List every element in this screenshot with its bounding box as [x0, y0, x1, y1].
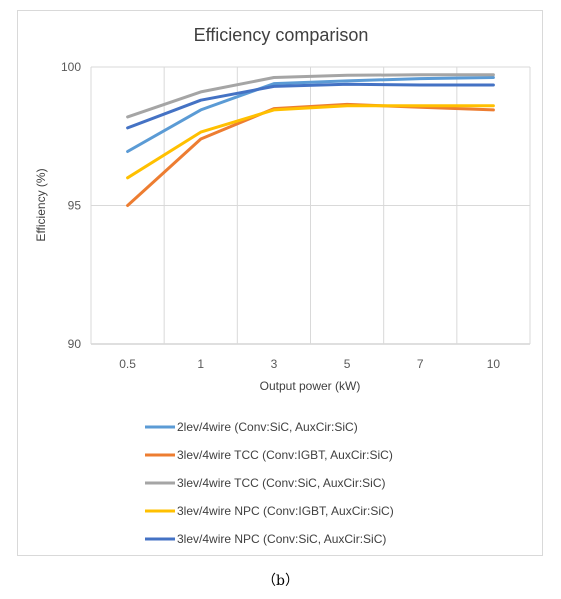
- x-axis-label: Output power (kW): [260, 379, 361, 393]
- series-line-3: [126, 73, 495, 119]
- y-tick-label: 100: [61, 60, 81, 74]
- chart-title: Efficiency comparison: [194, 25, 369, 45]
- x-tick-label: 1: [197, 357, 204, 371]
- series-line-1: [126, 76, 495, 153]
- legend-label: 2lev/4wire (Conv:SiC, AuxCir:SiC): [177, 420, 358, 434]
- grid-layer: [90, 66, 531, 345]
- figure-caption: （b）: [262, 573, 299, 589]
- y-tick-label: 90: [68, 337, 82, 351]
- x-tick-label: 10: [487, 357, 501, 371]
- y-tick-label: 95: [68, 199, 82, 213]
- series-layer: [126, 73, 495, 207]
- x-tick-label: 5: [344, 357, 351, 371]
- tick-layer: 90 95 100 0.5 1 3 5 7 10: [61, 60, 500, 371]
- legend-label: 3lev/4wire NPC (Conv:SiC, AuxCir:SiC): [177, 532, 386, 546]
- legend: 2lev/4wire (Conv:SiC, AuxCir:SiC) 3lev/4w…: [145, 420, 394, 546]
- y-axis-label: Efficiency (%): [34, 168, 48, 241]
- x-tick-label: 7: [417, 357, 424, 371]
- x-tick-label: 3: [271, 357, 278, 371]
- series-line-5: [126, 82, 495, 130]
- chart-frame: Efficiency comparison Efficiency (%) Out…: [17, 10, 543, 556]
- x-tick-label: 0.5: [119, 357, 136, 371]
- chart-svg: Efficiency comparison Efficiency (%) Out…: [34, 25, 531, 546]
- legend-label: 3lev/4wire TCC (Conv:IGBT, AuxCir:SiC): [177, 448, 393, 462]
- legend-label: 3lev/4wire TCC (Conv:SiC, AuxCir:SiC): [177, 476, 386, 490]
- legend-label: 3lev/4wire NPC (Conv:IGBT, AuxCir:SiC): [177, 504, 394, 518]
- series-line-4: [126, 104, 495, 180]
